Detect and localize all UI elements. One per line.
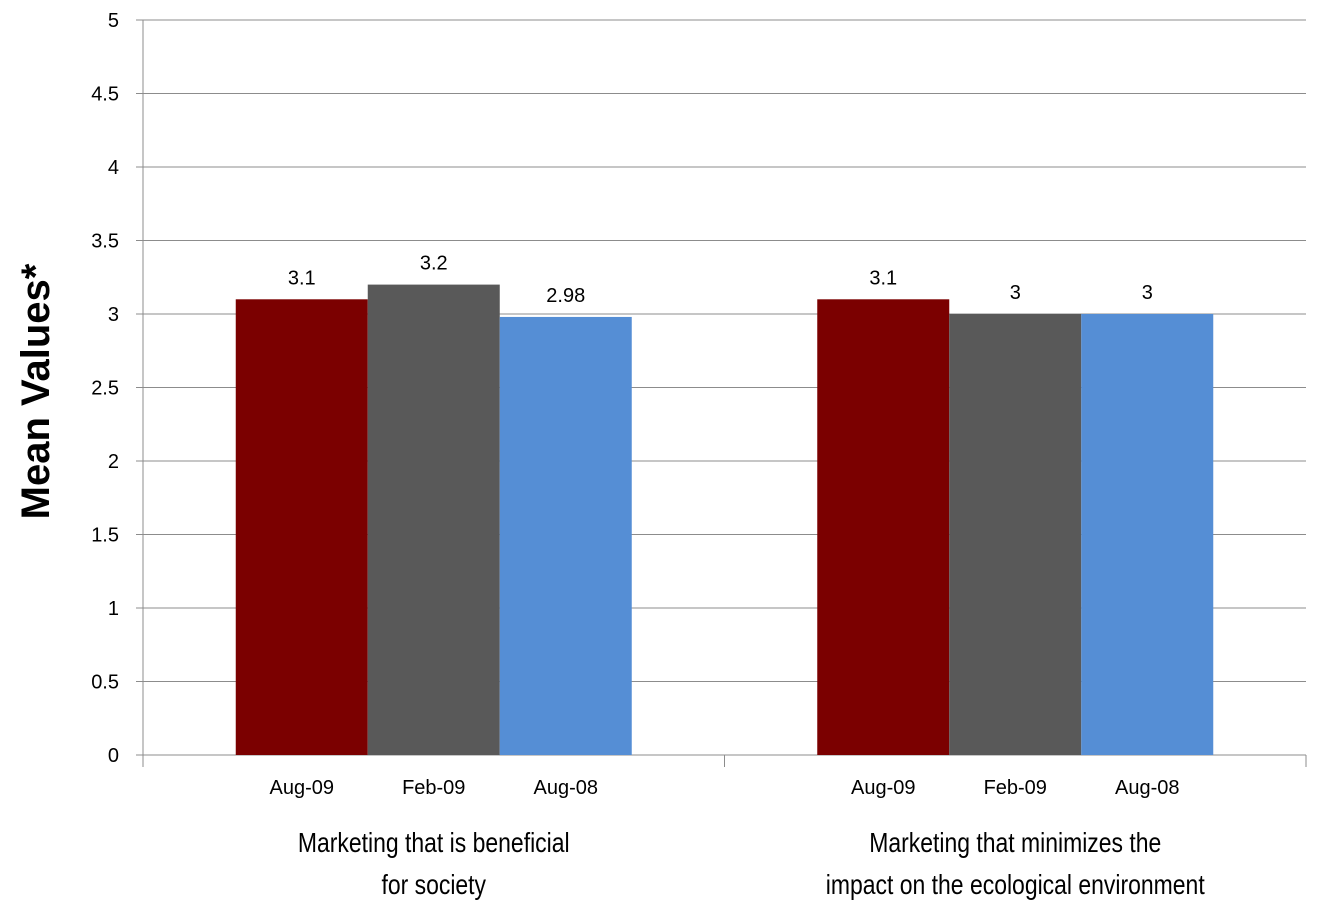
bar-feb-09 <box>949 314 1082 755</box>
x-category-label: Feb-09 <box>984 777 1047 799</box>
y-tick-label: 4.5 <box>91 84 119 106</box>
data-label: 3 <box>1010 282 1021 304</box>
bar-aug-08 <box>1081 314 1214 755</box>
y-tick-label: 0.5 <box>91 672 119 694</box>
data-label: 3.1 <box>869 267 897 289</box>
data-label: 3.2 <box>420 253 448 275</box>
y-tick-label: 2.5 <box>91 378 119 400</box>
data-label: 3 <box>1142 282 1153 304</box>
bar-feb-09 <box>367 284 500 755</box>
x-group-label: Marketing that is beneficial <box>298 828 570 859</box>
x-group-label: for society <box>381 870 486 901</box>
y-tick-label: 0 <box>108 745 119 767</box>
bar-aug-09 <box>817 299 950 755</box>
y-axis-title: Mean Values* <box>14 263 58 519</box>
y-tick-label: 1 <box>108 598 119 620</box>
data-label: 2.98 <box>546 285 585 307</box>
y-tick-label: 1.5 <box>91 525 119 547</box>
x-group-label: impact on the ecological environment <box>826 870 1205 901</box>
x-category-label: Aug-08 <box>534 777 599 799</box>
x-category-label: Aug-09 <box>270 777 335 799</box>
y-tick-label: 2 <box>108 451 119 473</box>
y-tick-label: 3 <box>108 304 119 326</box>
y-tick-label: 4 <box>108 157 119 179</box>
bar-aug-09 <box>235 299 368 755</box>
x-group-label: Marketing that minimizes the <box>869 828 1161 859</box>
y-tick-label: 3.5 <box>91 231 119 253</box>
x-category-label: Aug-09 <box>851 777 916 799</box>
y-tick-label: 5 <box>108 10 119 32</box>
x-category-label: Feb-09 <box>402 777 465 799</box>
x-category-label: Aug-08 <box>1115 777 1180 799</box>
data-label: 3.1 <box>288 267 316 289</box>
bar-aug-08 <box>499 316 632 755</box>
